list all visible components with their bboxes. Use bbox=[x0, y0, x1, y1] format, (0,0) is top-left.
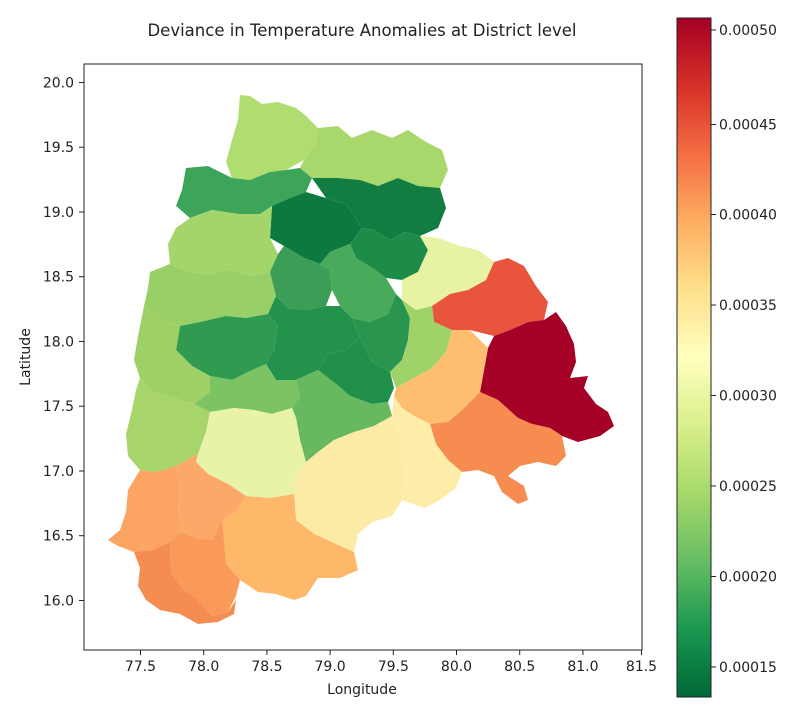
x-tick-label: 77.5 bbox=[125, 659, 156, 675]
district-medak[interactable] bbox=[176, 314, 278, 380]
x-tick-label: 80.0 bbox=[441, 659, 472, 675]
colorbar-tick-label: 0.00050 bbox=[719, 23, 777, 39]
district-mahabubabad[interactable] bbox=[390, 300, 452, 388]
district-map bbox=[108, 95, 614, 624]
district-mahabubnagar[interactable] bbox=[176, 454, 246, 540]
y-tick-label: 17.0 bbox=[43, 464, 74, 480]
district-hanamkonda[interactable] bbox=[318, 338, 394, 404]
y-tick-label: 16.0 bbox=[43, 594, 74, 610]
district-nagarkurnool[interactable] bbox=[222, 494, 358, 600]
axes-frame bbox=[83, 63, 643, 651]
district-nirmal[interactable] bbox=[176, 166, 312, 218]
district-komaram-bheem[interactable] bbox=[300, 126, 448, 188]
district-mancherial[interactable] bbox=[312, 178, 446, 240]
district-khammam-south[interactable] bbox=[430, 392, 566, 504]
x-tick-label: 80.5 bbox=[504, 659, 535, 675]
x-tick-label: 79.0 bbox=[315, 659, 346, 675]
y-tick-label: 19.5 bbox=[43, 140, 74, 156]
colorbar-tick-label: 0.00045 bbox=[719, 118, 777, 134]
y-tick-label: 18.0 bbox=[43, 335, 74, 351]
y-axis-label: Latitude bbox=[18, 328, 34, 386]
district-adilabad[interactable] bbox=[226, 95, 318, 180]
district-vikarabad[interactable] bbox=[134, 306, 210, 404]
y-axis: 20.0 19.5 19.0 18.5 18.0 17.5 17.0 16.5 … bbox=[43, 76, 84, 610]
district-sangareddy-n[interactable] bbox=[144, 264, 276, 326]
district-karimnagar[interactable] bbox=[270, 246, 332, 310]
colorbar-tick-label: 0.00015 bbox=[719, 660, 777, 676]
x-tick-label: 81.0 bbox=[567, 659, 598, 675]
district-mulugu[interactable] bbox=[432, 258, 548, 336]
district-peddapalli[interactable] bbox=[350, 228, 428, 280]
district-siddipet[interactable] bbox=[266, 296, 360, 380]
chart-title: Deviance in Temperature Anomalies at Dis… bbox=[147, 21, 576, 40]
colorbar-tick-label: 0.00035 bbox=[719, 298, 777, 314]
district-suryapet[interactable] bbox=[392, 396, 462, 508]
colorbar-gradient bbox=[676, 17, 712, 698]
y-tick-label: 16.5 bbox=[43, 529, 74, 545]
district-rangareddy-w[interactable] bbox=[126, 378, 210, 472]
district-kamareddy[interactable] bbox=[168, 206, 278, 276]
y-tick-label: 20.0 bbox=[43, 76, 74, 92]
district-wanaparthy[interactable] bbox=[170, 520, 240, 616]
x-axis-label: Longitude bbox=[327, 682, 397, 698]
district-nalgonda[interactable] bbox=[294, 416, 404, 552]
y-tick-label: 17.5 bbox=[43, 399, 74, 415]
x-tick-label: 78.0 bbox=[188, 659, 219, 675]
x-axis: 77.5 78.0 78.5 79.0 79.5 80.0 80.5 81.0 … bbox=[125, 650, 657, 675]
colorbar-tick-label: 0.00025 bbox=[719, 479, 777, 495]
district-gadwal[interactable] bbox=[134, 542, 236, 624]
y-tick-label: 18.5 bbox=[43, 270, 74, 286]
colorbar-tick-label: 0.00020 bbox=[719, 570, 777, 586]
district-nizamabad-n[interactable] bbox=[270, 192, 362, 264]
y-tick-label: 19.0 bbox=[43, 205, 74, 221]
x-tick-label: 79.5 bbox=[378, 659, 409, 675]
district-bhadradri[interactable] bbox=[480, 312, 614, 442]
district-rajanna[interactable] bbox=[320, 244, 396, 322]
district-warangal[interactable] bbox=[352, 294, 410, 372]
x-tick-label: 81.5 bbox=[626, 659, 657, 675]
district-khammam[interactable] bbox=[394, 330, 488, 424]
colorbar-tick-label: 0.00030 bbox=[719, 389, 777, 405]
colorbar: 0.00050 0.00045 0.00040 0.00035 0.00030 … bbox=[676, 17, 777, 698]
x-tick-label: 78.5 bbox=[251, 659, 282, 675]
district-yadadri[interactable] bbox=[292, 370, 392, 462]
district-bhupalpally[interactable] bbox=[402, 236, 494, 310]
district-rangareddy[interactable] bbox=[194, 364, 300, 414]
district-mahabubnagar-n[interactable] bbox=[196, 408, 306, 498]
district-narayanpet[interactable] bbox=[108, 466, 182, 552]
colorbar-tick-label: 0.00040 bbox=[719, 208, 777, 224]
